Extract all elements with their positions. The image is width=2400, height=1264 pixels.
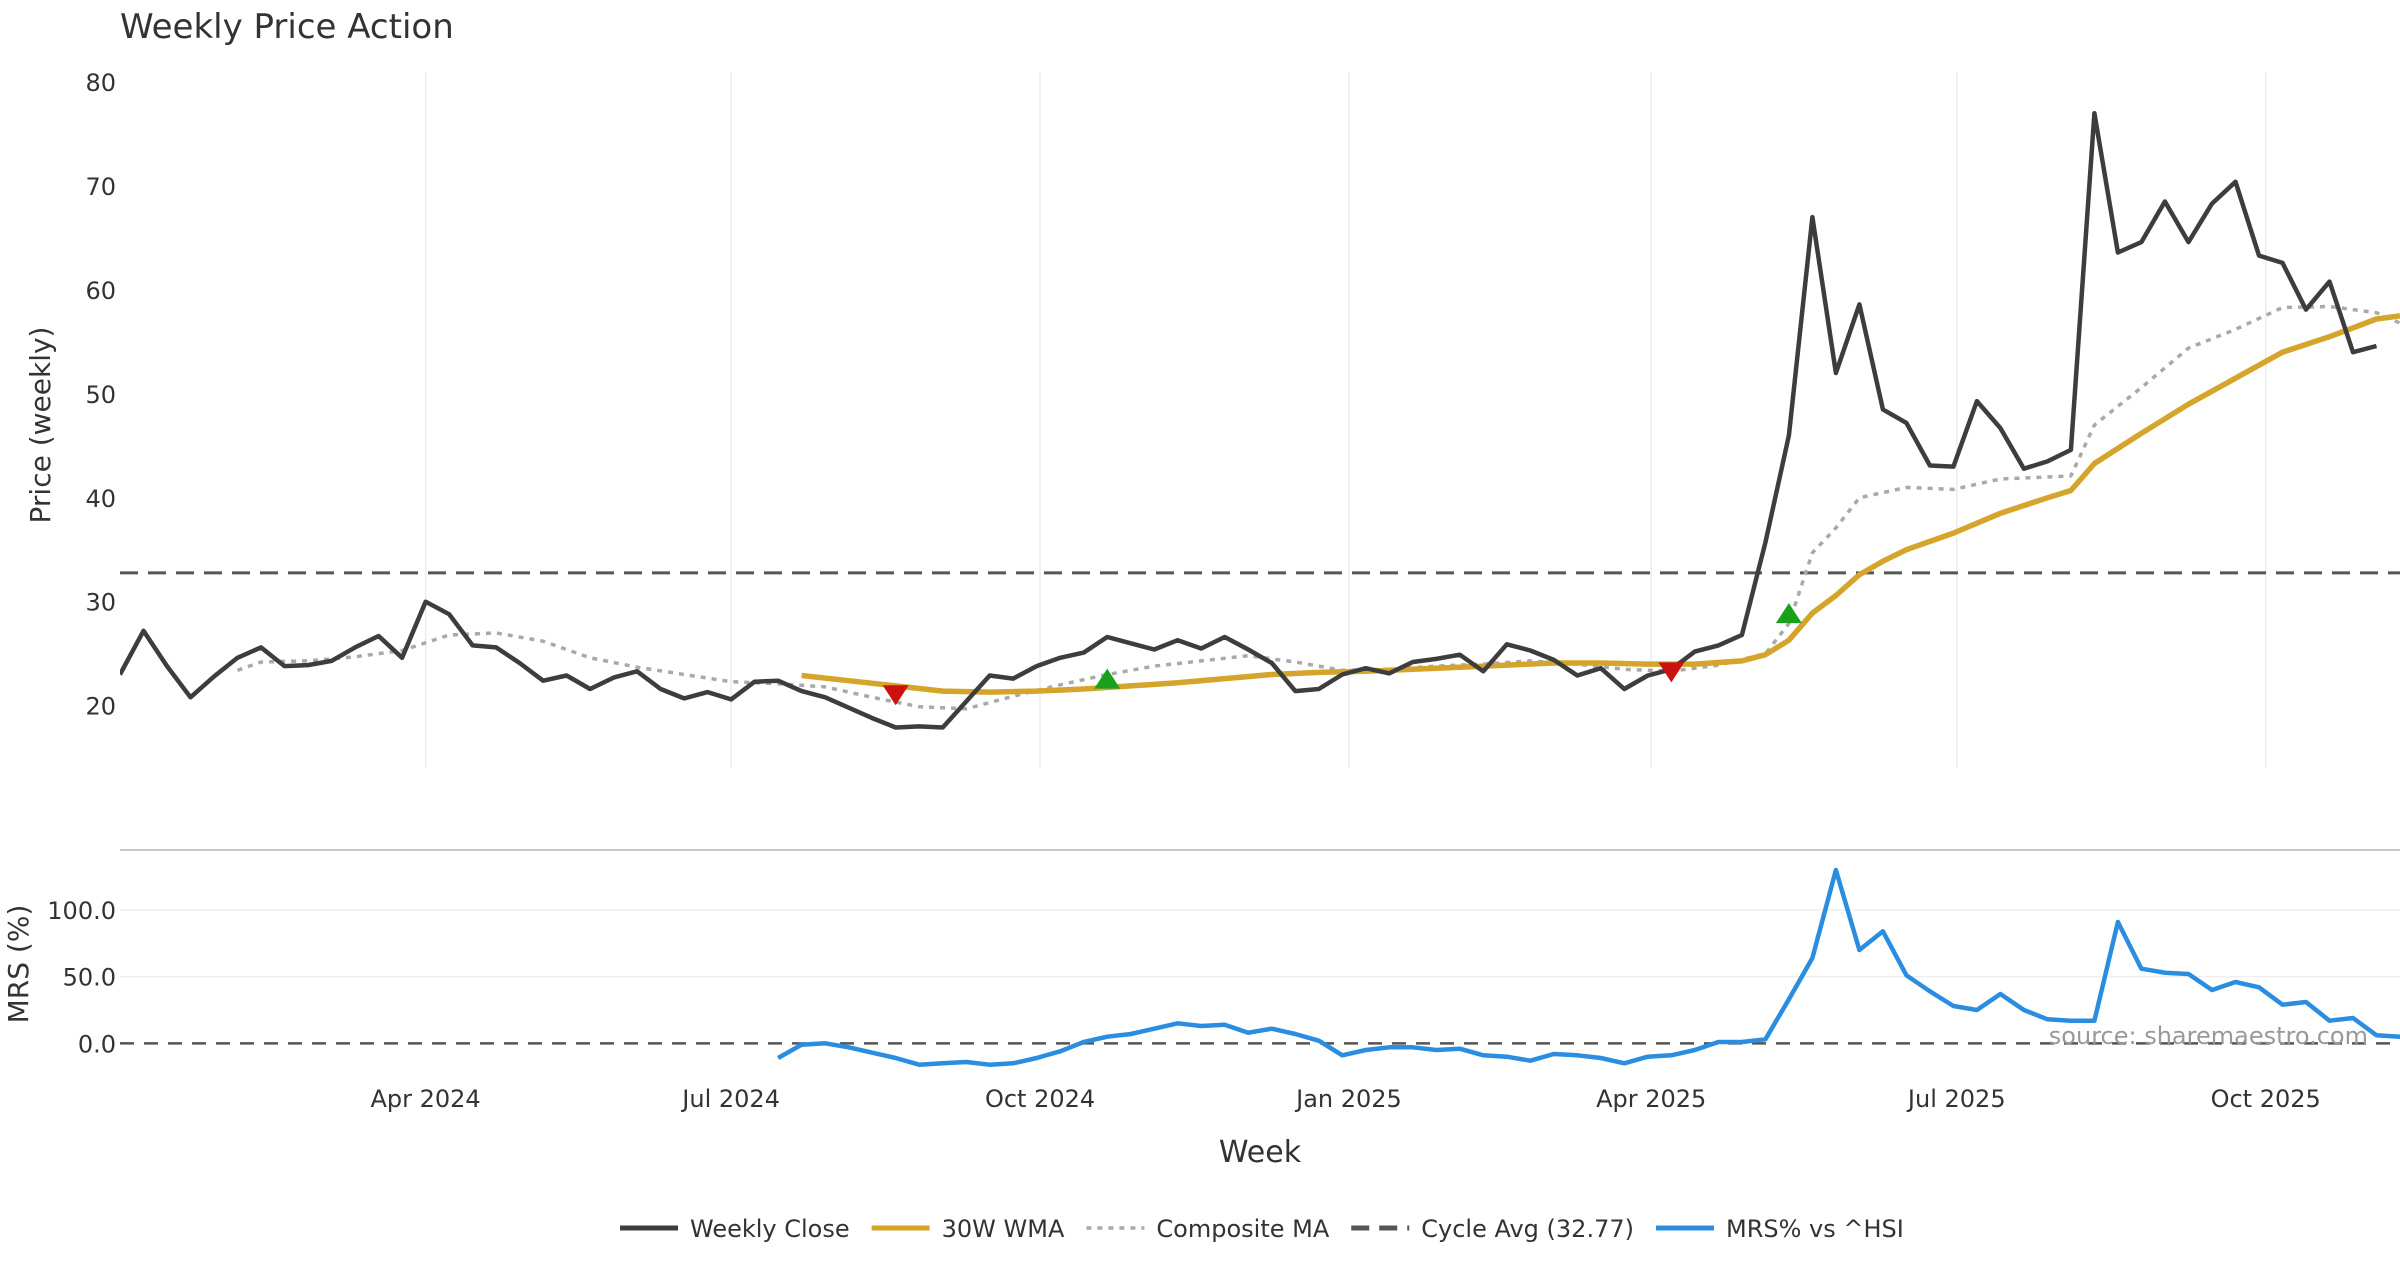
price-y-tick-label: 30	[85, 589, 116, 617]
x-tick-label: Jul 2025	[1906, 1085, 2006, 1113]
price-y-tick-label: 60	[85, 277, 116, 305]
series-layer	[120, 113, 2400, 1064]
x-tick-label: Oct 2024	[985, 1085, 1095, 1113]
legend-label: Composite MA	[1156, 1215, 1329, 1243]
price-y-tick-label: 50	[85, 381, 116, 409]
source-note: source: sharemaestro.com	[2049, 1022, 2368, 1050]
legend-item: Cycle Avg (32.77)	[1351, 1215, 1634, 1243]
legend-item: MRS% vs ^HSI	[1656, 1215, 1904, 1243]
legend-item: Weekly Close	[620, 1215, 850, 1243]
reference-lines	[120, 573, 2400, 1043]
x-tick-label: Apr 2025	[1596, 1085, 1706, 1113]
legend-label: 30W WMA	[942, 1215, 1065, 1243]
grid-layer	[120, 72, 2400, 977]
x-axis-label: Week	[1219, 1135, 1302, 1170]
chart-title: Weekly Price Action	[120, 7, 454, 47]
x-tick-label: Jan 2025	[1294, 1085, 1402, 1113]
legend-label: Weekly Close	[690, 1215, 850, 1243]
legend: Weekly Close 30W WMA Composite MA Cycle Avg…	[620, 1215, 1904, 1243]
x-tick-label: Oct 2025	[2211, 1085, 2321, 1113]
x-tick-label: Apr 2024	[370, 1085, 480, 1113]
legend-item: 30W WMA	[872, 1215, 1065, 1243]
mrs-y-tick-label: 50.0	[63, 964, 116, 992]
price-y-tick-label: 70	[85, 173, 116, 201]
price-y-tick-label: 40	[85, 485, 116, 513]
price-y-tick-label: 20	[85, 693, 116, 721]
legend-label: MRS% vs ^HSI	[1726, 1215, 1904, 1243]
tick-labels: Apr 2024 Jul 2024 Oct 2024 Jan 2025 Apr 2025…	[47, 69, 2321, 1113]
price-y-tick-label: 80	[85, 69, 116, 97]
x-tick-label: Jul 2024	[680, 1085, 780, 1113]
weekly-close-line	[120, 113, 2377, 727]
mrs-y-tick-label: 0.0	[78, 1030, 116, 1058]
sell-signal-marker	[883, 685, 909, 705]
buy-signal-marker	[1776, 603, 1802, 623]
legend-label: Cycle Avg (32.77)	[1421, 1215, 1634, 1243]
mrs-y-tick-label: 100.0	[47, 897, 116, 925]
mrs-y-axis-label: MRS (%)	[2, 905, 35, 1024]
wma-30w-line	[802, 316, 2400, 692]
price-y-axis-label: Price (weekly)	[24, 327, 57, 524]
legend-item: Composite MA	[1086, 1215, 1329, 1243]
